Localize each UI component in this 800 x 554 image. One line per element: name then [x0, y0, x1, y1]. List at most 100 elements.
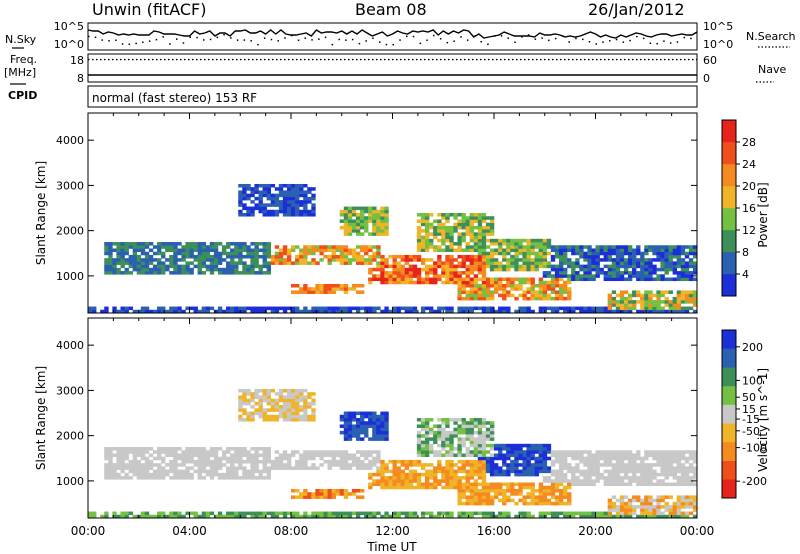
power-cell	[668, 267, 673, 272]
velocity-cell	[262, 408, 267, 412]
velocity-cell	[648, 472, 653, 477]
velocity-cell	[335, 450, 341, 454]
power-cell	[481, 232, 487, 236]
power-cell	[364, 206, 369, 211]
power-cell	[518, 309, 523, 314]
velocity-cell	[692, 469, 698, 474]
velocity-cell	[209, 511, 215, 516]
velocity-cell	[339, 453, 345, 458]
power-cell	[396, 274, 401, 278]
power-cell	[291, 200, 296, 204]
power-cell	[575, 251, 580, 256]
velocity-cell	[347, 456, 353, 461]
velocity-cell	[291, 398, 296, 403]
velocity-cell	[502, 492, 507, 496]
velocity-cell	[360, 466, 365, 470]
velocity-cell	[307, 414, 312, 419]
velocity-cell	[311, 411, 316, 416]
velocity-cell	[420, 450, 426, 454]
power-cell	[567, 280, 572, 285]
power-cell	[161, 245, 166, 249]
velocity-cell	[384, 463, 389, 467]
velocity-cell	[692, 482, 698, 487]
power-cell	[282, 306, 288, 311]
power-cell	[270, 196, 276, 201]
velocity-cell	[481, 459, 487, 464]
velocity-cell	[623, 501, 629, 506]
velocity-cell	[567, 466, 572, 470]
velocity-cell	[684, 459, 690, 464]
power-cell	[144, 245, 150, 249]
velocity-cell	[351, 430, 357, 435]
power-cell	[506, 238, 511, 243]
velocity-cell	[481, 511, 487, 516]
power-cell	[424, 258, 430, 262]
velocity-cell	[242, 511, 247, 516]
velocity-cell	[315, 514, 320, 519]
power-cell	[611, 261, 617, 265]
velocity-cell	[441, 466, 446, 470]
velocity-cell	[558, 498, 564, 503]
power-cell	[295, 213, 300, 217]
velocity-cell	[376, 472, 381, 477]
velocity-cell	[510, 488, 515, 493]
power-cell	[246, 264, 251, 269]
velocity-cell	[347, 430, 353, 435]
power-cell	[571, 309, 576, 314]
velocity-cell	[92, 511, 97, 516]
velocity-cell	[364, 424, 369, 428]
velocity-cell	[408, 476, 414, 480]
velocity-cell	[429, 437, 434, 441]
velocity-cell	[108, 472, 113, 477]
velocity-cell	[380, 476, 385, 480]
velocity-cell	[376, 427, 381, 432]
velocity-cell	[485, 430, 491, 435]
power-cell	[595, 251, 600, 256]
power-cell	[587, 245, 592, 249]
velocity-cell	[307, 456, 312, 461]
power-cell	[250, 209, 255, 214]
velocity-cell	[567, 482, 572, 487]
power-cell	[104, 267, 109, 272]
velocity-cell	[140, 469, 146, 474]
power-cell	[680, 274, 686, 278]
velocity-cell	[209, 453, 215, 458]
power-cell	[457, 254, 462, 259]
velocity-cell	[291, 411, 296, 416]
velocity-cell	[116, 476, 121, 480]
velocity-cell	[692, 508, 698, 512]
velocity-cell	[583, 482, 588, 487]
power-cell	[445, 245, 450, 249]
power-cell	[400, 254, 405, 259]
velocity-cell	[424, 424, 430, 428]
power-cell	[453, 213, 458, 217]
power-cell	[343, 229, 349, 233]
velocity-cell	[258, 408, 263, 412]
velocity-cell	[282, 414, 288, 419]
velocity-cell	[278, 405, 284, 409]
power-cell	[412, 264, 418, 269]
power-cell	[477, 258, 483, 262]
velocity-cell	[136, 466, 142, 470]
power-cell	[627, 274, 633, 278]
power-cell	[258, 209, 263, 214]
nsearch-point	[642, 37, 645, 40]
power-cell	[270, 258, 276, 262]
velocity-cell	[477, 443, 483, 448]
velocity-cell	[611, 501, 617, 506]
velocity-cell	[502, 482, 507, 487]
velocity-cell	[563, 488, 568, 493]
power-cell	[400, 267, 405, 272]
velocity-cell	[684, 498, 690, 503]
velocity-cell	[546, 492, 552, 496]
power-cell	[433, 280, 438, 285]
power-cell	[254, 251, 259, 256]
power-cell	[522, 261, 527, 265]
velocity-cell	[392, 472, 397, 477]
power-cell	[607, 267, 613, 272]
power-cell	[554, 309, 560, 314]
velocity-cell	[627, 459, 633, 464]
velocity-cell	[132, 514, 138, 519]
velocity-cell	[380, 414, 385, 419]
power-cell	[485, 283, 491, 288]
